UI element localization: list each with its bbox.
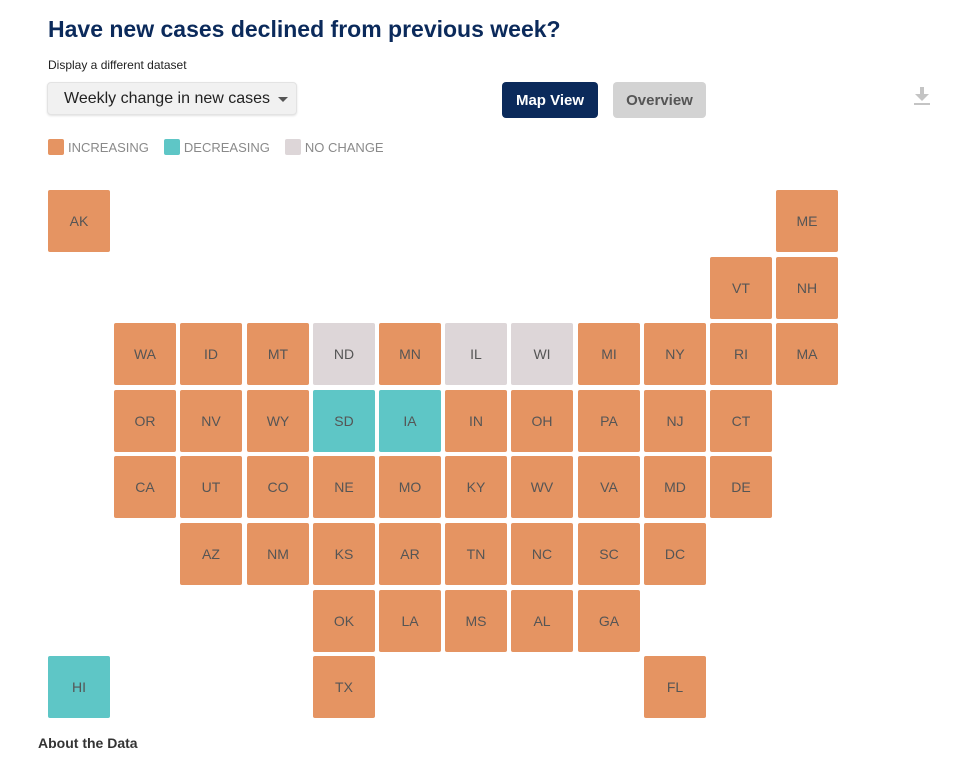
state-tile-sd[interactable]: SD	[313, 390, 375, 452]
state-tile-me[interactable]: ME	[776, 190, 838, 252]
state-tile-wy[interactable]: WY	[247, 390, 309, 452]
state-tile-ga[interactable]: GA	[578, 590, 640, 652]
state-tile-ri[interactable]: RI	[710, 323, 772, 385]
state-tile-il[interactable]: IL	[445, 323, 507, 385]
state-tile-mt[interactable]: MT	[247, 323, 309, 385]
state-tile-ok[interactable]: OK	[313, 590, 375, 652]
state-tile-la[interactable]: LA	[379, 590, 441, 652]
state-tile-nj[interactable]: NJ	[644, 390, 706, 452]
state-tile-ks[interactable]: KS	[313, 523, 375, 585]
state-tile-de[interactable]: DE	[710, 456, 772, 518]
chevron-down-icon	[278, 97, 288, 102]
state-tile-nc[interactable]: NC	[511, 523, 573, 585]
map-view-button[interactable]: Map View	[502, 82, 598, 118]
state-tile-ne[interactable]: NE	[313, 456, 375, 518]
state-tile-id[interactable]: ID	[180, 323, 242, 385]
legend-swatch-increasing	[48, 139, 64, 155]
state-tile-ma[interactable]: MA	[776, 323, 838, 385]
state-tile-nv[interactable]: NV	[180, 390, 242, 452]
state-tile-ky[interactable]: KY	[445, 456, 507, 518]
legend-label-decreasing: DECREASING	[183, 139, 270, 155]
state-tile-nd[interactable]: ND	[313, 323, 375, 385]
legend-label-increasing: INCREASING	[68, 139, 149, 155]
state-tile-ut[interactable]: UT	[180, 456, 242, 518]
state-tile-pa[interactable]: PA	[578, 390, 640, 452]
state-tile-wv[interactable]: WV	[511, 456, 573, 518]
state-tile-fl[interactable]: FL	[644, 656, 706, 718]
state-tile-va[interactable]: VA	[578, 456, 640, 518]
dataset-select[interactable]: Weekly change in new cases	[47, 82, 297, 115]
state-tile-wa[interactable]: WA	[114, 323, 176, 385]
state-tile-az[interactable]: AZ	[180, 523, 242, 585]
legend-item-no-change: NO CHANGE	[284, 139, 384, 155]
overview-button[interactable]: Overview	[613, 82, 706, 118]
state-tile-tn[interactable]: TN	[445, 523, 507, 585]
state-tile-mo[interactable]: MO	[379, 456, 441, 518]
state-tile-oh[interactable]: OH	[511, 390, 573, 452]
legend: INCREASING DECREASING NO CHANGE	[48, 139, 399, 155]
legend-swatch-no-change	[284, 139, 301, 155]
state-tile-md[interactable]: MD	[644, 456, 706, 518]
legend-label-no-change: NO CHANGE	[304, 139, 384, 155]
state-tile-tx[interactable]: TX	[313, 656, 375, 718]
state-tile-nm[interactable]: NM	[247, 523, 309, 585]
download-icon[interactable]	[913, 86, 931, 106]
state-tile-ms[interactable]: MS	[445, 590, 507, 652]
state-tile-ak[interactable]: AK	[48, 190, 110, 252]
state-tile-nh[interactable]: NH	[776, 257, 838, 319]
state-tile-ct[interactable]: CT	[710, 390, 772, 452]
state-tile-vt[interactable]: VT	[710, 257, 772, 319]
state-tile-in[interactable]: IN	[445, 390, 507, 452]
legend-item-increasing: INCREASING	[48, 139, 149, 155]
state-tile-co[interactable]: CO	[247, 456, 309, 518]
state-tile-ny[interactable]: NY	[644, 323, 706, 385]
about-the-data-link[interactable]: About the Data	[38, 735, 138, 751]
state-tile-sc[interactable]: SC	[578, 523, 640, 585]
legend-swatch-decreasing	[163, 139, 180, 155]
state-tile-mi[interactable]: MI	[578, 323, 640, 385]
state-tile-al[interactable]: AL	[511, 590, 573, 652]
state-tile-wi[interactable]: WI	[511, 323, 573, 385]
state-tile-dc[interactable]: DC	[644, 523, 706, 585]
legend-item-decreasing: DECREASING	[163, 139, 270, 155]
dataset-select-value: Weekly change in new cases	[64, 89, 271, 107]
state-tile-mn[interactable]: MN	[379, 323, 441, 385]
state-tile-ca[interactable]: CA	[114, 456, 176, 518]
state-tile-ia[interactable]: IA	[379, 390, 441, 452]
dataset-label: Display a different dataset	[48, 58, 187, 72]
state-tile-ar[interactable]: AR	[379, 523, 441, 585]
state-tile-hi[interactable]: HI	[48, 656, 110, 718]
state-tile-or[interactable]: OR	[114, 390, 176, 452]
page-title: Have new cases declined from previous we…	[48, 16, 561, 42]
